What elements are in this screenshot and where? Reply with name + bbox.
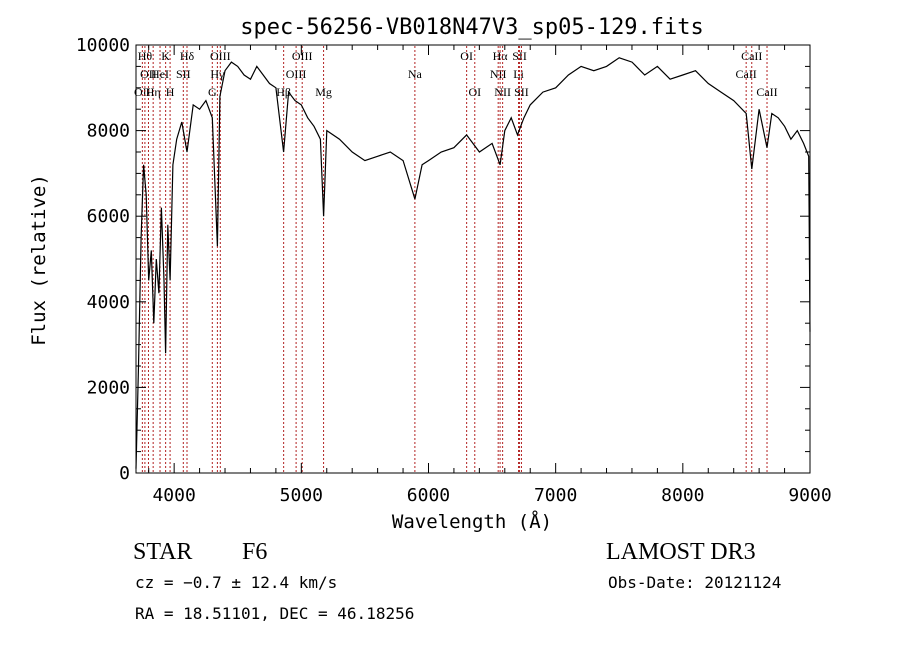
y-tick-label-3: 6000 bbox=[87, 206, 130, 227]
line-marker-label-5: K bbox=[161, 49, 170, 63]
x-tick-label-4: 8000 bbox=[661, 485, 704, 506]
y-tick-label-1: 2000 bbox=[87, 377, 130, 398]
line-marker-label-2: OII bbox=[140, 67, 157, 81]
x-tick-label-1: 5000 bbox=[280, 485, 323, 506]
line-marker-label-8: Hδ bbox=[180, 49, 195, 63]
line-marker-label-6: H bbox=[166, 85, 175, 99]
line-marker-label-14: OIII bbox=[292, 49, 313, 63]
line-marker-label-13: OIII bbox=[286, 67, 307, 81]
y-tick-label-5: 10000 bbox=[76, 35, 130, 56]
line-marker-label-12: Hβ bbox=[276, 85, 291, 99]
line-marker-label-17: OI bbox=[460, 49, 473, 63]
object-class: STAR bbox=[133, 539, 193, 565]
plot-frame bbox=[135, 44, 811, 474]
line-marker-label-25: CaII bbox=[735, 67, 756, 81]
axis-ticks: 4000 5000 6000 7000 8000 9000 0 2000 4000 6000 800… bbox=[76, 35, 832, 506]
spectrum-line bbox=[135, 57, 811, 469]
line-marker-label-22: Li bbox=[513, 67, 524, 81]
line-marker-label-0: OII bbox=[134, 85, 151, 99]
x-tick-label-3: 7000 bbox=[534, 485, 577, 506]
line-marker-label-3: Hη bbox=[146, 85, 161, 99]
y-tick-label-4: 8000 bbox=[87, 121, 130, 142]
spectral-line-markers: OIIHθOIIHηHeIKHSIIHδGHγOIIIHβOIIIOIIIMgN… bbox=[134, 46, 778, 472]
subclass: F6 bbox=[242, 539, 268, 565]
line-marker-label-18: OI bbox=[468, 85, 481, 99]
line-marker-label-9: G bbox=[208, 85, 217, 99]
line-marker-label-19: NII bbox=[490, 67, 507, 81]
line-marker-label-11: OIII bbox=[210, 49, 231, 63]
x-tick-label-5: 9000 bbox=[788, 485, 831, 506]
line-marker-label-24: SII bbox=[514, 85, 529, 99]
survey-name: LAMOST DR3 bbox=[606, 539, 756, 565]
observation-date: Obs-Date: 20121124 bbox=[608, 573, 782, 592]
line-marker-label-23: SII bbox=[512, 49, 527, 63]
line-marker-label-15: Mg bbox=[315, 85, 332, 99]
x-axis-label: Wavelength (Å) bbox=[392, 510, 552, 533]
line-marker-label-20: Hα bbox=[493, 49, 509, 63]
x-tick-label-0: 4000 bbox=[152, 485, 195, 506]
line-marker-label-16: Na bbox=[408, 67, 423, 81]
y-axis-label: Flux (relative) bbox=[28, 174, 50, 346]
line-marker-label-4: HeI bbox=[151, 67, 169, 81]
line-marker-label-27: CaII bbox=[756, 85, 777, 99]
velocity: cz = −0.7 ± 12.4 km/s bbox=[135, 573, 338, 592]
line-marker-label-10: Hγ bbox=[210, 67, 225, 81]
line-marker-label-7: SII bbox=[176, 67, 191, 81]
line-marker-label-1: Hθ bbox=[138, 49, 153, 63]
chart-title: spec-56256-VB018N47V3_sp05-129.fits bbox=[240, 15, 704, 40]
coordinates: RA = 18.51101, DEC = 46.18256 bbox=[135, 604, 415, 623]
y-tick-label-2: 4000 bbox=[87, 292, 130, 313]
y-tick-label-0: 0 bbox=[119, 463, 130, 484]
line-marker-label-21: NII bbox=[494, 85, 511, 99]
line-marker-label-26: CaII bbox=[741, 49, 762, 63]
x-tick-label-2: 6000 bbox=[407, 485, 450, 506]
